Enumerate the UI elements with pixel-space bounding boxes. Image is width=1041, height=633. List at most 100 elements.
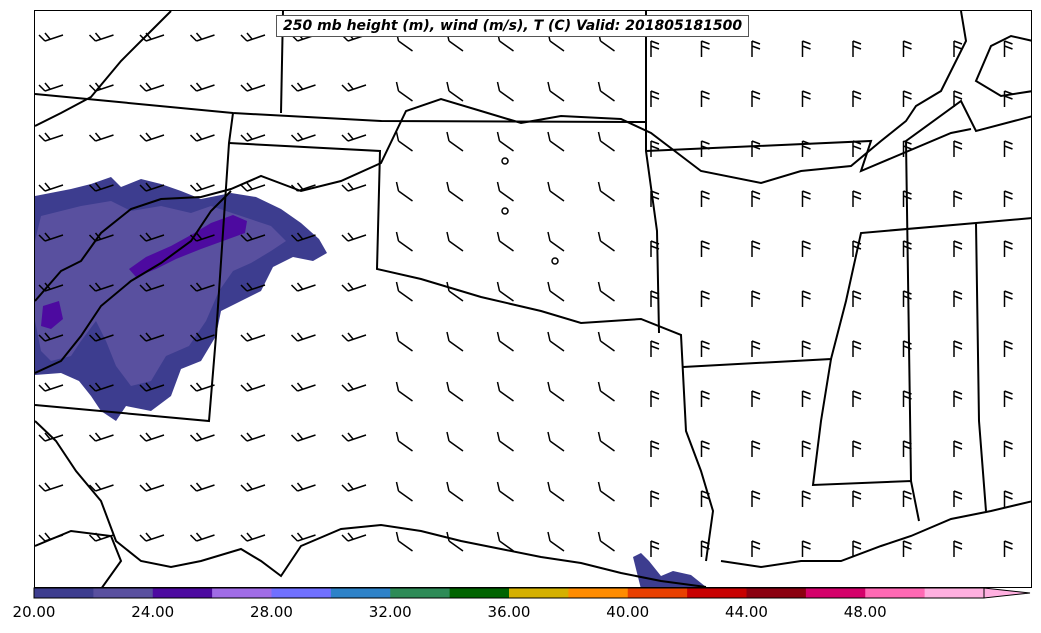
colorbar-segment: [212, 588, 272, 598]
wind-barb-icon: [341, 432, 367, 442]
wind-barb-icon: [88, 532, 114, 542]
colorbar-segment: [449, 588, 510, 598]
wind-barb-icon: [801, 290, 811, 307]
border-line: [228, 142, 715, 562]
wind-barb-icon: [290, 432, 316, 442]
wind-barb-icon: [597, 281, 615, 302]
wind-barb-icon: [88, 482, 114, 492]
wind-barb-icon: [1003, 40, 1013, 57]
wind-barb-icon: [88, 382, 114, 392]
wind-barb-icon: [547, 81, 565, 102]
wind-barb-icon: [189, 32, 215, 42]
wind-barb-icon: [189, 182, 215, 192]
wind-barb-icon: [446, 231, 464, 252]
wind-barb-icon: [240, 532, 266, 542]
wind-barb-icon: [953, 190, 963, 207]
wind-barb-icon: [38, 32, 64, 42]
wind-barb-icon: [341, 382, 367, 392]
wind-barb-icon: [700, 90, 710, 107]
wind-barb-icon: [240, 182, 266, 192]
colorbar-segment: [34, 588, 94, 598]
wind-barb-icon: [801, 490, 811, 507]
wind-barb-icon: [751, 390, 761, 407]
colorbar-segment: [924, 588, 985, 598]
wind-barb-icon: [700, 440, 710, 457]
wind-barb-icon: [290, 132, 316, 142]
colorbar-tick-label: 32.00: [368, 603, 412, 621]
border-line: [904, 99, 1031, 482]
wind-barb-icon: [496, 431, 514, 452]
colorbar-segment: [865, 588, 926, 598]
wind-barb-icon: [341, 482, 367, 492]
wind-barb-icon: [290, 82, 316, 92]
wind-barb-icon: [139, 482, 165, 492]
wind-barb-icon: [801, 340, 811, 357]
wind-barb-icon: [700, 540, 710, 557]
wind-barb-icon: [341, 132, 367, 142]
border-line: [35, 190, 232, 374]
wind-barb-icon: [240, 382, 266, 392]
colorbar-tick-label: 24.00: [131, 603, 175, 621]
wind-barb-icon: [290, 382, 316, 392]
wind-barb-icon: [700, 140, 710, 157]
wind-barb-icon: [902, 240, 912, 257]
wind-barb-icon: [801, 190, 811, 207]
wind-barb-icon: [446, 481, 464, 502]
wind-barb-icon: [496, 531, 514, 552]
wind-barb-icon: [139, 232, 165, 242]
wind-barb-icon: [189, 132, 215, 142]
wind-barb-icon: [852, 140, 862, 157]
border-line: [35, 11, 968, 302]
wind-barb-icon: [88, 32, 114, 42]
wind-barb-icon: [395, 281, 413, 302]
wind-barb-icon: [751, 440, 761, 457]
wind-barb-icon: [139, 132, 165, 142]
wind-barb-icon: [801, 40, 811, 57]
wind-barb-icon: [395, 131, 413, 152]
wind-barb-icon: [597, 131, 615, 152]
wind-barb-icon: [547, 331, 565, 352]
wind-barb-icon: [395, 181, 413, 202]
colorbar-tick-label: 20.00: [12, 603, 56, 621]
wind-barb-icon: [240, 282, 266, 292]
colorbar-segment: [746, 588, 807, 598]
wind-barb-icon: [240, 132, 266, 142]
wind-barb-icon: [139, 532, 165, 542]
wind-barb-icon: [496, 81, 514, 102]
wind-barb-icon: [902, 390, 912, 407]
colorbar-tick-label: 36.00: [487, 603, 531, 621]
wind-barb-icon: [38, 532, 64, 542]
wind-barb-icon: [700, 340, 710, 357]
wind-barb-icon: [341, 82, 367, 92]
wind-barbs-layer: [38, 31, 1013, 557]
wind-barb-icon: [852, 340, 862, 357]
colorbar-segment: [509, 588, 569, 598]
wind-barb-icon: [1003, 240, 1013, 257]
wind-barb-icon: [446, 131, 464, 152]
wind-barb-icon: [700, 290, 710, 307]
wind-barb-icon: [650, 140, 660, 157]
wind-barb-icon: [290, 182, 316, 192]
wind-barb-icon: [902, 140, 912, 157]
wind-barb-icon: [902, 40, 912, 57]
wind-barb-icon: [290, 232, 316, 242]
wind-barb-icon: [240, 432, 266, 442]
wind-barb-icon: [751, 90, 761, 107]
wind-barb-icon: [240, 32, 266, 42]
wind-barb-icon: [650, 340, 660, 357]
wind-barb-icon: [38, 132, 64, 142]
wind-barb-icon: [240, 82, 266, 92]
wind-barb-icon: [852, 290, 862, 307]
wind-barb-icon: [446, 431, 464, 452]
wind-barb-icon: [650, 540, 660, 557]
wind-barb-icon: [650, 440, 660, 457]
colorbar-segment: [627, 588, 688, 598]
wind-barb-icon: [852, 40, 862, 57]
wind-barb-icon: [446, 381, 464, 402]
wind-barb-icon: [1003, 490, 1013, 507]
border-line: [682, 217, 1031, 368]
wind-barb-icon: [1003, 540, 1013, 557]
wind-barb-icon: [240, 482, 266, 492]
wind-barb-icon: [496, 481, 514, 502]
wind-barb-icon: [341, 532, 367, 542]
